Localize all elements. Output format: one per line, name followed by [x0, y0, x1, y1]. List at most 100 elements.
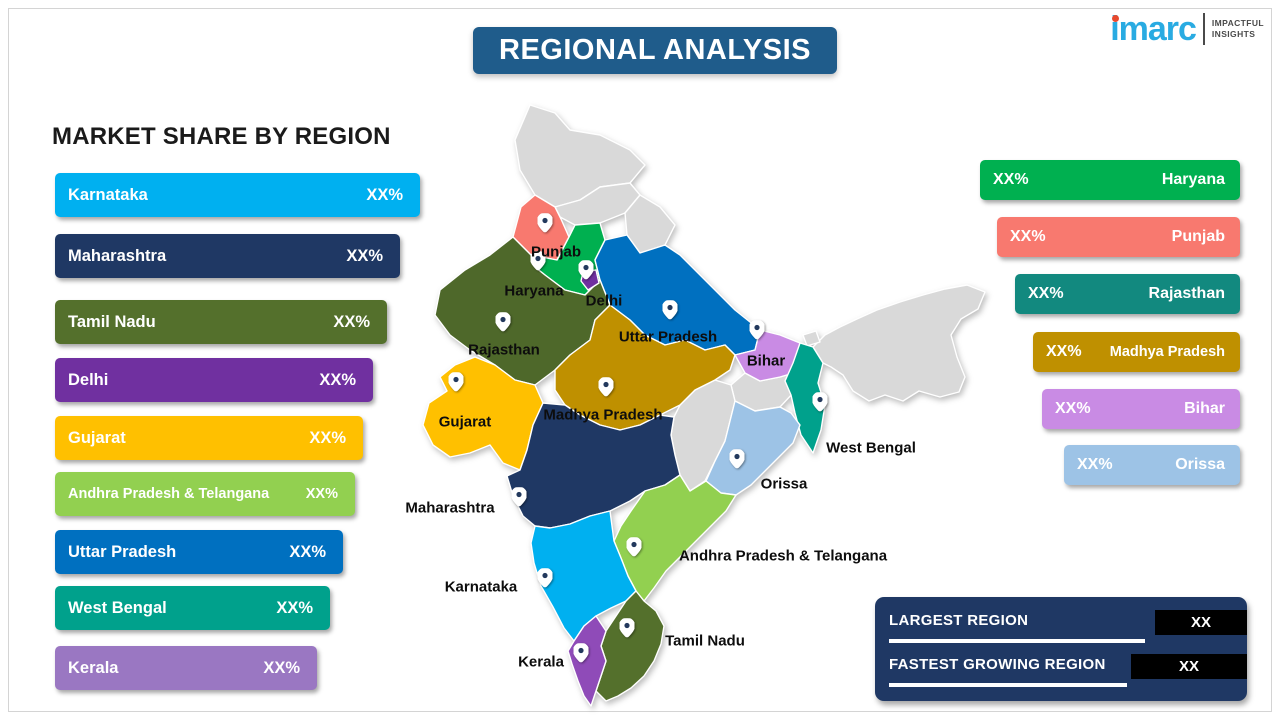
logo-tagline-line2: INSIGHTS [1211, 29, 1256, 39]
market-share-heading: MARKET SHARE BY REGION [52, 123, 391, 150]
region-bar-uttar-pradesh: Uttar Pradesh XX% [55, 530, 343, 574]
bar-value: XX% [1010, 228, 1046, 245]
map-pin-maharashtra [511, 487, 527, 507]
bar-label: Punjab [1171, 228, 1225, 245]
bar-value: XX% [1055, 400, 1091, 417]
pin-icon [729, 449, 745, 469]
map-label-delhi: Delhi [585, 292, 623, 310]
bar-label: West Bengal [68, 598, 167, 617]
map-pin-tamil-nadu [619, 618, 635, 638]
pin-icon [537, 213, 553, 233]
state-northeast [812, 284, 986, 402]
pin-icon [511, 487, 527, 507]
region-bar-punjab: XX% Punjab [997, 217, 1240, 257]
pin-icon [495, 312, 511, 332]
summary-row-largest-region: LARGEST REGION XX [875, 605, 1247, 649]
bar-value: XX% [1077, 456, 1113, 473]
logo-wordmark: imarc [1110, 10, 1197, 48]
map-pin-haryana [530, 251, 546, 271]
imarc-logo: imarc IMPACTFUL INSIGHTS [1110, 12, 1264, 46]
bar-label: Rajasthan [1148, 285, 1225, 302]
pin-icon [662, 300, 678, 320]
bar-label: Madhya Pradesh [1109, 344, 1225, 360]
state-orissa [705, 400, 801, 496]
region-bar-tamil-nadu: Tamil Nadu XX% [55, 300, 387, 344]
bar-value: XX% [305, 486, 338, 502]
map-label-west-bengal: West Bengal [826, 439, 916, 457]
pin-icon [573, 643, 589, 663]
bar-value: XX% [1028, 285, 1064, 302]
india-map: Punjab Haryana Delhi Uttar Pradesh Bihar… [395, 95, 995, 715]
logo-text: imarc [1110, 10, 1197, 48]
region-bar-bihar: XX% Bihar [1042, 389, 1240, 429]
bar-value: XX% [309, 428, 346, 447]
map-label-andhra-telangana: Andhra Pradesh & Telangana [678, 547, 888, 565]
bar-label: Maharashtra [68, 246, 167, 265]
summary-value: XX [1155, 610, 1247, 635]
pin-icon [537, 568, 553, 588]
map-pin-orissa [729, 449, 745, 469]
map-pin-delhi [578, 260, 594, 280]
map-pin-gujarat [448, 372, 464, 392]
bar-label: Gujarat [68, 428, 126, 447]
logo-tagline: IMPACTFUL INSIGHTS [1212, 18, 1264, 39]
region-bar-karnataka: Karnataka XX% [55, 173, 420, 217]
map-label-gujarat: Gujarat [438, 413, 492, 431]
bar-value: XX% [366, 185, 403, 204]
bar-value: XX% [346, 246, 383, 265]
pin-icon [619, 618, 635, 638]
map-label-bihar: Bihar [746, 352, 786, 370]
map-label-rajasthan: Rajasthan [468, 341, 540, 359]
state-karnataka [530, 510, 637, 642]
bar-label: Karnataka [68, 185, 148, 204]
summary-underline [889, 639, 1145, 643]
summary-underline [889, 683, 1127, 687]
state-kerala [567, 615, 607, 707]
region-bar-orissa: XX% Orissa [1064, 445, 1240, 485]
bar-label: Bihar [1184, 400, 1225, 417]
region-bar-madhya-pradesh: XX% Madhya Pradesh [1033, 332, 1240, 372]
region-bar-kerala: Kerala XX% [55, 646, 317, 690]
map-label-haryana: Haryana [504, 282, 564, 300]
bar-value: XX% [333, 312, 370, 331]
bar-value: XX% [276, 598, 313, 617]
map-label-madhya-pradesh: Madhya Pradesh [543, 406, 663, 424]
map-label-orissa: Orissa [760, 475, 808, 493]
map-label-tamil-nadu: Tamil Nadu [665, 632, 745, 650]
map-label-maharashtra: Maharashtra [405, 499, 495, 517]
logo-dot [1112, 15, 1120, 22]
map-pin-karnataka [537, 568, 553, 588]
bar-value: XX% [289, 542, 326, 561]
map-pin-bihar [749, 320, 765, 340]
page-title: REGIONAL ANALYSIS [473, 27, 837, 74]
state-maharashtra [506, 402, 681, 529]
pin-icon [598, 377, 614, 397]
state-west-bengal [784, 342, 826, 454]
region-bar-gujarat: Gujarat XX% [55, 416, 363, 460]
region-bar-rajasthan: XX% Rajasthan [1015, 274, 1240, 314]
bar-value: XX% [263, 658, 300, 677]
pin-icon [448, 372, 464, 392]
summary-value: XX [1131, 654, 1247, 679]
map-pin-kerala [573, 643, 589, 663]
pin-icon [530, 251, 546, 271]
bar-value: XX% [1046, 343, 1082, 360]
bar-label: Tamil Nadu [68, 312, 156, 331]
map-label-karnataka: Karnataka [444, 578, 518, 596]
pin-icon [812, 392, 828, 412]
map-label-uttar-pradesh: Uttar Pradesh [618, 328, 718, 346]
logo-tagline-line1: IMPACTFUL [1211, 18, 1264, 29]
region-bar-west-bengal: West Bengal XX% [55, 586, 330, 630]
map-pin-andhra-telangana [626, 537, 642, 557]
bar-label: Delhi [68, 370, 109, 389]
summary-label: LARGEST REGION [889, 612, 1029, 629]
pin-icon [578, 260, 594, 280]
bar-label: Andhra Pradesh & Telangana [68, 486, 270, 502]
bar-label: Kerala [68, 658, 119, 677]
india-map-svg [422, 104, 986, 707]
map-label-punjab: Punjab [530, 243, 582, 261]
pin-icon [626, 537, 642, 557]
map-label-kerala: Kerala [518, 653, 564, 671]
state-madhya-pradesh [554, 304, 736, 431]
bar-label: Haryana [1161, 171, 1225, 188]
